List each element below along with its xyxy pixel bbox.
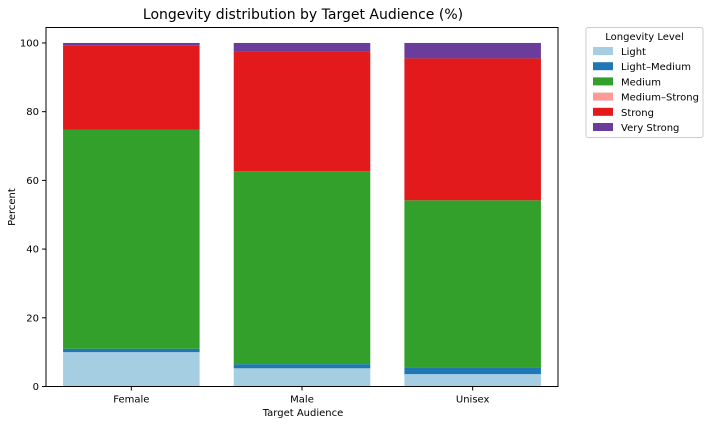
legend-swatch-light (593, 47, 613, 55)
y-tick-label: 40 (26, 245, 39, 256)
legend-swatch-very-strong (593, 123, 613, 131)
y-tick-label: 0 (33, 382, 39, 393)
y-tick-label: 100 (20, 38, 39, 49)
bar-male-light-medium (233, 364, 371, 369)
y-axis: 0 20 40 60 80 100 (20, 38, 46, 393)
bar-unisex-strong (404, 58, 541, 201)
legend-label-medium-strong: Medium–Strong (621, 93, 699, 104)
legend-label-medium: Medium (621, 77, 661, 88)
bar-male-very-strong (233, 42, 371, 52)
legend-label-very-strong: Very Strong (621, 123, 679, 134)
legend-swatch-light-medium (593, 62, 613, 71)
legend-swatch-medium-strong (593, 92, 613, 101)
x-axis-label: Target Audience (262, 408, 344, 419)
legend-title: Longevity Level (605, 32, 683, 43)
chart-title: Longevity distribution by Target Audienc… (143, 7, 463, 23)
x-tick-label: Male (290, 395, 314, 406)
legend-box (585, 27, 704, 138)
bar-male-strong (233, 51, 371, 172)
bars-layer (63, 42, 541, 387)
x-tick-label: Unisex (456, 395, 490, 406)
legend-swatch-medium (593, 77, 613, 86)
bar-female-light-medium (63, 348, 200, 353)
bar-male-light (233, 368, 371, 387)
legend-items: Light Light–Medium Medium Medium–Strong Stro… (593, 47, 699, 134)
y-tick-label: 60 (26, 176, 39, 187)
y-axis-label: Percent (7, 188, 18, 226)
x-tick-label: Female (113, 395, 149, 406)
bar-female-strong (63, 45, 200, 130)
bar-unisex-light-medium (404, 367, 541, 375)
y-tick-label: 20 (26, 313, 39, 324)
bar-male-medium (233, 171, 371, 365)
legend-label-light-medium: Light–Medium (621, 62, 691, 73)
y-tick-label: 80 (26, 107, 39, 118)
legend: Longevity Level Light Light–Medium Medium M… (585, 27, 704, 138)
legend-swatch-strong (593, 107, 613, 116)
bar-unisex-very-strong (404, 42, 541, 59)
bar-female-very-strong (63, 42, 200, 46)
x-axis: Female Male Unisex (113, 386, 490, 406)
bar-female-medium (63, 129, 200, 349)
bar-female-light (63, 352, 200, 387)
bar-unisex-light (404, 374, 541, 387)
bar-unisex-medium (404, 200, 541, 368)
legend-label-light: Light (621, 47, 646, 58)
legend-label-strong: Strong (621, 108, 654, 119)
